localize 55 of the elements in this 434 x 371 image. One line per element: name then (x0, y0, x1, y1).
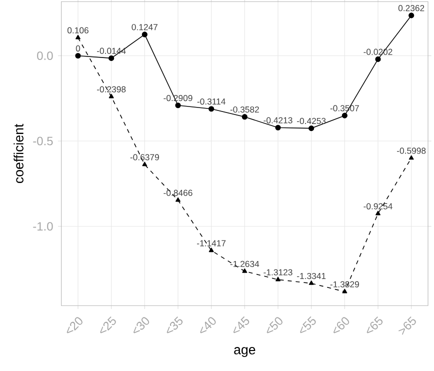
x-tick-label: <65 (366, 316, 383, 334)
y-tick-label: 0.0 (37, 51, 53, 60)
point (108, 55, 114, 61)
x-tick-label: <40 (200, 317, 216, 334)
data-label: -0.4213 (264, 117, 292, 124)
data-label: -0.5998 (397, 148, 426, 154)
point (342, 112, 348, 118)
data-label: 0 (76, 45, 80, 52)
data-label: -0.2398 (97, 86, 126, 92)
point (276, 276, 280, 282)
point (175, 102, 181, 108)
data-label: -1.3341 (297, 272, 326, 280)
point (308, 280, 314, 285)
data-label: 0.2362 (398, 5, 424, 12)
x-tick-label: <25 (100, 316, 116, 334)
point (108, 94, 114, 98)
y-tick-label: -1.0 (33, 222, 53, 231)
point (308, 126, 314, 132)
point (408, 155, 414, 160)
point (342, 288, 348, 294)
point (208, 106, 214, 112)
point (375, 56, 381, 62)
data-label: -0.3582 (230, 106, 259, 113)
x-tick-label: <45 (233, 316, 250, 334)
point (242, 114, 248, 120)
data-label: -0.6379 (130, 154, 159, 160)
point (142, 162, 148, 166)
x-axis-title: age (234, 347, 256, 357)
data-label: -1.1417 (197, 240, 226, 246)
data-label: 0.106 (67, 27, 88, 34)
data-label: -0.4253 (297, 118, 326, 124)
point (208, 248, 214, 252)
x-tick-label: <30 (133, 317, 150, 334)
point (142, 32, 148, 38)
point (76, 34, 80, 40)
x-tick-label: <35 (166, 316, 183, 334)
point (408, 12, 414, 18)
x-tick-label: >65 (398, 316, 416, 335)
point (242, 268, 248, 273)
data-label: -0.9254 (364, 203, 392, 210)
data-label: 0.1247 (132, 24, 158, 30)
data-label: -0.3114 (197, 98, 226, 105)
data-label: -1.2634 (230, 260, 260, 268)
point (275, 124, 281, 130)
y-tick-label: -0.5 (33, 136, 53, 146)
point (75, 52, 81, 59)
x-tick-label: <20 (66, 317, 82, 334)
y-axis-title: coefficient (14, 124, 24, 183)
data-label: -0.8466 (164, 190, 192, 196)
x-tick-label: <60 (333, 317, 350, 334)
point (376, 210, 380, 216)
x-tick-label: <50 (266, 317, 282, 334)
x-tick-label: <55 (300, 316, 316, 334)
data-label: -1.3123 (264, 269, 292, 276)
point (176, 197, 180, 202)
